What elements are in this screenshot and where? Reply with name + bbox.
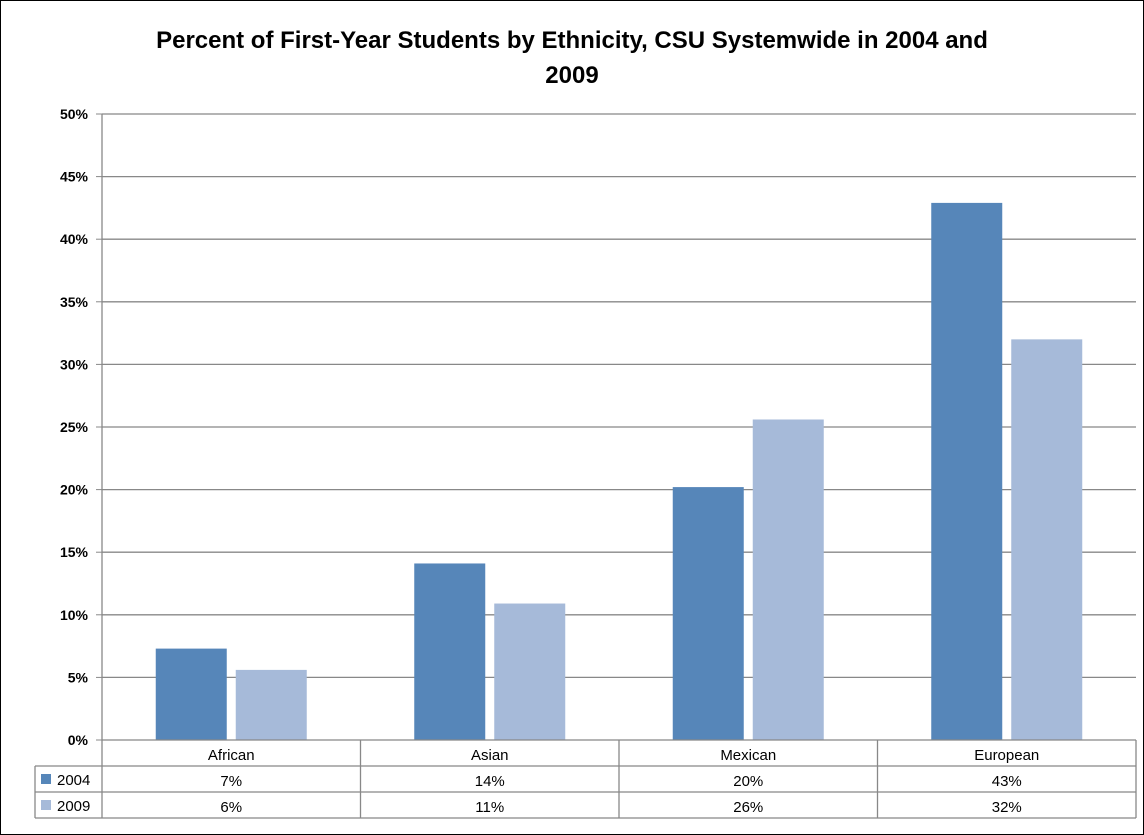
bar-2004-african: [155, 648, 227, 740]
data-table-value: 43%: [992, 773, 1022, 790]
legend-label: 2004: [57, 772, 90, 789]
x-category-label: Mexican: [720, 747, 776, 764]
y-tick-label: 0%: [68, 732, 89, 748]
y-axis-tick-labels: 0% 5% 10% 15% 20% 25% 30% 35% 40% 45% 50%: [60, 106, 89, 748]
y-tick-label: 45%: [60, 169, 89, 185]
y-tick-label: 35%: [60, 294, 89, 310]
x-category-label: Asian: [471, 747, 509, 764]
legend-swatch-2009: [41, 800, 51, 810]
y-tick-label: 25%: [60, 419, 89, 435]
bar-2004-european: [931, 202, 1003, 741]
bar-2004-asian: [414, 563, 486, 740]
bar-2009-european: [1011, 339, 1083, 740]
data-table-value: 26%: [733, 799, 763, 816]
x-category-label: African: [208, 747, 255, 764]
legend-swatch-2004: [41, 774, 51, 784]
y-tick-label: 15%: [60, 544, 89, 560]
y-tick-label: 20%: [60, 482, 89, 498]
data-table-value: 14%: [475, 773, 505, 790]
chart-title-line-2: 2009: [545, 62, 598, 89]
y-tick-label: 10%: [60, 607, 89, 623]
data-table-value: 20%: [733, 773, 763, 790]
bars: [155, 202, 1083, 741]
data-table-value: 11%: [475, 799, 504, 816]
bar-2009-asian: [494, 603, 566, 740]
y-tick-label: 40%: [60, 231, 89, 247]
x-category-label: European: [974, 747, 1039, 764]
chart-title-line-1: Percent of First-Year Students by Ethnic…: [156, 27, 988, 54]
data-table-value: 32%: [992, 799, 1022, 816]
data-table-value: 6%: [220, 799, 242, 816]
y-tick-label: 30%: [60, 356, 89, 372]
y-tick-label: 5%: [68, 669, 89, 685]
bar-2004-mexican: [672, 487, 744, 740]
bar-2009-african: [235, 669, 307, 740]
data-table: African Asian Mexican European 2004 7% 14% 20% 4…: [34, 739, 1137, 819]
bar-2009-mexican: [752, 419, 824, 740]
y-tick-label: 50%: [60, 106, 89, 122]
data-table-value: 7%: [220, 773, 242, 790]
legend-label: 2009: [57, 798, 90, 815]
